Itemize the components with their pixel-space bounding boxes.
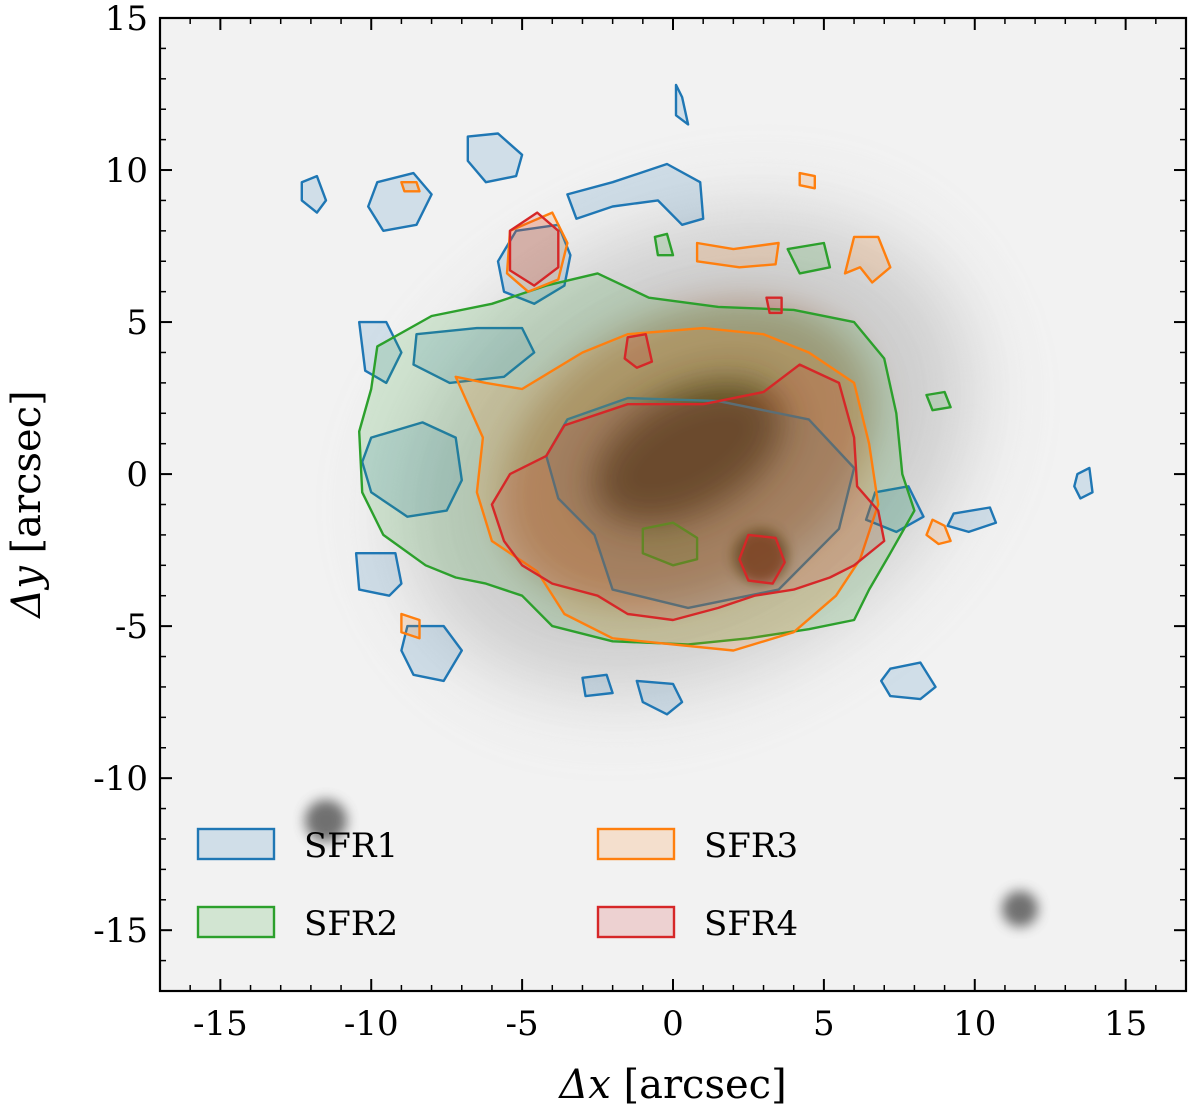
- sfr1-contour-9: [674, 83, 690, 126]
- sfr4-contour-0: [490, 363, 886, 622]
- sfr1-contour-0: [412, 326, 536, 385]
- series-sfr2: [358, 232, 952, 646]
- legend-item-sfr1: SFR1: [196, 826, 398, 866]
- legend-item-sfr3: SFR3: [596, 826, 798, 866]
- sfr4-contour-1: [508, 211, 560, 287]
- y-tick-label: 15: [105, 0, 148, 39]
- y-tick-label: 5: [126, 303, 148, 343]
- x-tick-label: 10: [953, 1004, 996, 1044]
- series-sfr1: [300, 83, 1094, 716]
- y-axis: -15 -10 -5 0 5 10 15: [93, 0, 1186, 992]
- x-axis: -15 -10 -5 0 5 10 15: [159, 18, 1187, 1044]
- x-axis-label: Δx [arcsec]: [557, 1062, 786, 1108]
- sfr3-contour-3: [843, 235, 892, 284]
- sfr1-contour-10: [354, 552, 403, 597]
- sfr2-contour-1: [641, 521, 699, 567]
- legend-item-sfr4: SFR4: [596, 904, 798, 944]
- sfr4-contour-3: [738, 533, 786, 585]
- legend-label: SFR4: [704, 904, 798, 944]
- y-tick-label: -5: [115, 607, 148, 647]
- y-tick-label: -10: [93, 759, 148, 799]
- sfr1-contour-17: [1073, 466, 1094, 500]
- sfr4-contour-4: [765, 296, 783, 315]
- y-axis-label: Δy [arcsec]: [4, 390, 50, 619]
- sfr1-contour-15: [581, 673, 614, 698]
- sfr1-contour-1: [361, 421, 463, 518]
- sfr1-contour-11: [400, 624, 463, 683]
- x-tick-label: -10: [344, 1004, 399, 1044]
- legend-label: SFR1: [304, 826, 398, 866]
- sfr3-contour-6: [925, 518, 952, 546]
- y-tick-label: 0: [126, 455, 148, 495]
- bright-knot-source: [733, 529, 788, 584]
- legend: SFR1 SFR2 SFR3 SFR4: [196, 826, 798, 944]
- sfr1-contour-7: [566, 162, 705, 227]
- legend-item-sfr2: SFR2: [196, 904, 398, 944]
- x-tick-label: 0: [662, 1004, 684, 1044]
- legend-swatch: [196, 827, 276, 861]
- sfr3-contour-7: [400, 612, 421, 640]
- sfr2-contour-2: [786, 241, 832, 275]
- star-source: [304, 799, 348, 842]
- sfr1-contour-5: [367, 171, 433, 233]
- star-source: [1001, 890, 1039, 928]
- sfr1-contour-16: [635, 679, 684, 716]
- galaxy-core: [593, 381, 784, 525]
- sfr1-contour-4: [300, 174, 328, 214]
- contour-layer: [300, 83, 1094, 716]
- series-sfr4: [490, 211, 886, 622]
- sfr3-contour-2: [695, 241, 780, 269]
- sfr2-contour-0: [358, 272, 916, 646]
- sfr1-contour-14: [880, 661, 937, 701]
- sfr4-contour-2: [623, 333, 654, 369]
- sfr2-contour-4: [925, 390, 952, 412]
- sfr3-contour-5: [798, 171, 816, 190]
- legend-swatch: [596, 905, 676, 939]
- sfr3-contour-4: [400, 180, 421, 193]
- y-tick-label: 10: [105, 151, 148, 191]
- sfr2-contour-3: [653, 232, 675, 257]
- sfr1-contour-13: [946, 506, 998, 534]
- x-tick-label: 15: [1104, 1004, 1147, 1044]
- legend-swatch: [196, 905, 276, 939]
- x-tick-label: 5: [813, 1004, 835, 1044]
- plot-area: [160, 18, 1186, 991]
- x-tick-label: -15: [193, 1004, 248, 1044]
- greyscale-image: [304, 213, 1039, 928]
- legend-swatch: [596, 827, 676, 861]
- y-tick-label: -15: [93, 911, 148, 951]
- sfr1-contour-6: [466, 132, 524, 184]
- sfr1-contour-3: [358, 320, 403, 385]
- x-tick-label: -5: [506, 1004, 539, 1044]
- series-sfr3: [400, 171, 952, 652]
- legend-label: SFR3: [704, 826, 798, 866]
- legend-label: SFR2: [304, 904, 398, 944]
